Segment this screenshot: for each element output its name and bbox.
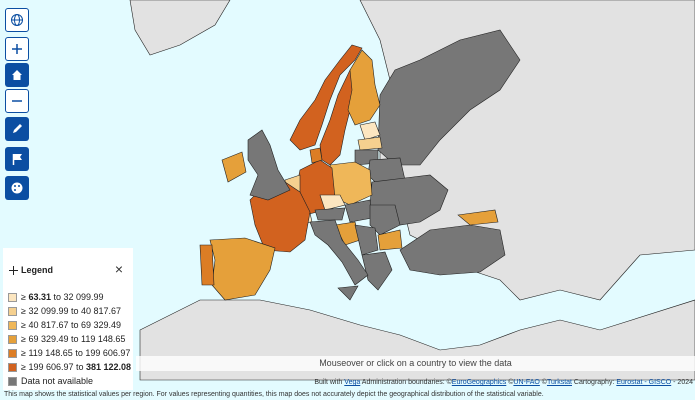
flag-icon	[12, 154, 22, 165]
legend-swatch	[8, 348, 17, 358]
draw-button[interactable]	[5, 117, 29, 141]
move-icon	[9, 265, 18, 275]
footnote: This map shows the statistical values pe…	[4, 391, 544, 398]
legend-item[interactable]: ≥ 40 817.67 to 69 329.49	[8, 318, 131, 332]
legend-text: ≥ 119 148.65 to 199 606.97	[21, 348, 131, 358]
hint-bar: Mouseover or click on a country to view …	[136, 356, 695, 371]
attribution-text: ©	[506, 379, 514, 386]
country[interactable]	[209, 237, 276, 301]
country[interactable]	[314, 207, 346, 221]
country[interactable]	[199, 244, 215, 286]
legend-swatch	[8, 362, 17, 372]
home-icon	[12, 70, 22, 80]
country[interactable]	[347, 49, 381, 126]
country[interactable]	[354, 224, 379, 256]
country[interactable]	[247, 129, 291, 201]
legend-label: ≥ 69 329.49 to 119 148.65	[21, 334, 125, 344]
legend-text: 63.31	[28, 292, 51, 302]
legend-label: ≥ 199 606.97 to 381 122.08	[21, 362, 131, 372]
attribution-text: Administration boundaries: ©	[360, 379, 452, 386]
country[interactable]	[377, 229, 403, 251]
attribution: Built with Vega Administration boundarie…	[314, 379, 693, 386]
globe-button[interactable]	[5, 8, 29, 32]
legend-text: ≥ 199 606.97 to	[21, 362, 86, 372]
attribution-link[interactable]: EuroGeographics	[451, 379, 507, 386]
country[interactable]	[289, 44, 363, 151]
land	[129, 0, 231, 56]
minus-icon	[12, 100, 22, 102]
legend-text: ≥	[21, 292, 29, 302]
legend-items: ≥ 63.31 to 32 099.99 ≥ 32 099.99 to 40 81…	[8, 290, 131, 388]
legend-text: ≥ 40 817.67 to 69 329.49	[21, 320, 122, 330]
attribution-link[interactable]: Turkstat	[546, 379, 572, 386]
zoom-in-button[interactable]	[5, 37, 29, 61]
palette-button[interactable]	[5, 176, 29, 200]
attribution-link[interactable]: Eurostat - GISCO	[616, 379, 672, 386]
legend-item[interactable]: ≥ 199 606.97 to 381 122.08	[8, 360, 131, 374]
legend-header: Legend	[9, 265, 53, 275]
legend-item[interactable]: ≥ 32 099.99 to 40 817.67	[8, 304, 131, 318]
globe-icon	[11, 14, 23, 26]
legend-item[interactable]: ≥ 63.31 to 32 099.99	[8, 290, 131, 304]
flag-button[interactable]	[5, 147, 29, 171]
country[interactable]	[369, 204, 401, 236]
legend-swatch	[8, 376, 17, 386]
legend-text: 381 122.08	[86, 362, 132, 372]
legend-label: ≥ 32 099.99 to 40 817.67	[21, 306, 121, 316]
country[interactable]	[337, 285, 359, 301]
legend-swatch	[8, 292, 17, 302]
home-button[interactable]	[5, 63, 29, 87]
palette-icon	[11, 182, 23, 194]
country[interactable]	[249, 181, 311, 253]
legend-text: Data not available	[21, 376, 94, 386]
legend-item[interactable]: ≥ 69 329.49 to 119 148.65	[8, 332, 131, 346]
legend-text: ≥ 69 329.49 to 119 148.65	[21, 334, 126, 344]
attribution-text: - 2024	[671, 379, 693, 386]
legend-swatch	[8, 320, 17, 330]
attribution-text: ©	[539, 379, 547, 386]
legend-close[interactable]: ×	[114, 261, 123, 277]
legend-item[interactable]: ≥ 119 148.65 to 199 606.97	[8, 346, 131, 360]
attribution-link[interactable]: Vega	[344, 379, 361, 386]
country[interactable]	[399, 224, 506, 276]
attribution-text: Cartography:	[571, 379, 617, 386]
legend-label: ≥ 40 817.67 to 69 329.49	[21, 320, 121, 330]
legend-label: ≥ 63.31 to 32 099.99	[21, 292, 104, 302]
country[interactable]	[359, 121, 381, 141]
country[interactable]	[357, 136, 383, 151]
legend-label: ≥ 119 148.65 to 199 606.97	[21, 348, 130, 358]
legend-text: ≥ 32 099.99 to 40 817.67	[21, 306, 122, 316]
legend-text: to 32 099.99	[50, 292, 104, 302]
zoom-out-button[interactable]	[5, 89, 29, 113]
legend-swatch	[8, 334, 17, 344]
legend-swatch	[8, 306, 17, 316]
country[interactable]	[309, 219, 369, 286]
plus-icon	[12, 44, 22, 54]
country[interactable]	[309, 147, 323, 164]
attribution-text: Built with	[314, 379, 345, 386]
legend-label: Data not available	[21, 376, 93, 386]
legend-panel: Legend × ≥ 63.31 to 32 099.99 ≥ 32 099.99…	[3, 248, 133, 390]
legend-title: Legend	[21, 265, 54, 275]
country[interactable]	[221, 151, 247, 183]
attribution-link[interactable]: UN-FAO	[513, 379, 540, 386]
country[interactable]	[457, 209, 499, 226]
legend-item[interactable]: Data not available	[8, 374, 131, 388]
pen-icon	[13, 124, 22, 133]
